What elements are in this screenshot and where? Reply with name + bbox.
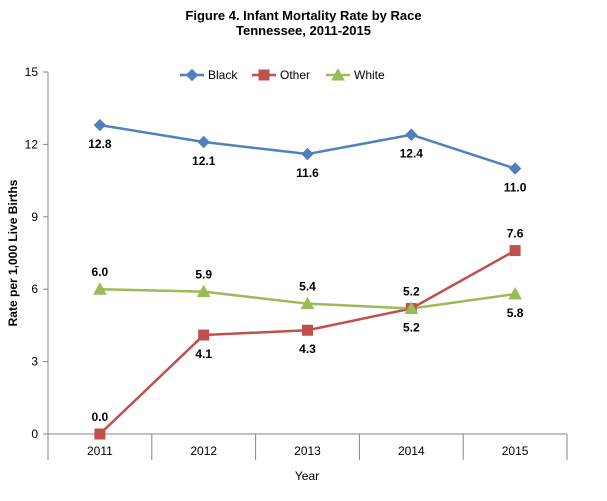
- series-line-black: [99, 123, 516, 170]
- data-label-white: 5.8: [507, 306, 524, 320]
- legend-label-white: White: [354, 68, 385, 82]
- marker-white: [300, 296, 315, 310]
- marker-black: [197, 135, 210, 149]
- marker-other: [198, 329, 210, 341]
- y-tick-label: 6: [31, 282, 38, 296]
- data-label-white: 5.9: [195, 268, 212, 282]
- data-label-black: 12.8: [88, 137, 112, 151]
- marker-white: [93, 282, 107, 295]
- x-tick-label: 2014: [398, 444, 425, 458]
- y-tick-label: 15: [25, 65, 39, 79]
- legend-label-other: Other: [280, 68, 310, 82]
- marker-black: [405, 128, 418, 141]
- marker-other: [302, 324, 313, 336]
- marker-black: [508, 162, 522, 175]
- legend-marker-other: [258, 69, 270, 81]
- data-label-other: 5.2: [403, 285, 420, 299]
- data-label-white: 5.4: [299, 280, 316, 294]
- chart-title: Figure 4. Infant Mortality Rate by Race: [185, 8, 422, 23]
- marker-white: [508, 286, 522, 300]
- data-label-other: 0.0: [92, 410, 109, 424]
- y-tick-label: 0: [31, 427, 38, 441]
- y-tick-label: 12: [25, 137, 39, 151]
- data-label-white: 6.0: [92, 265, 109, 279]
- data-label-black: 12.1: [192, 154, 216, 168]
- marker-other: [94, 428, 106, 440]
- chart-subtitle: Tennessee, 2011-2015: [236, 23, 371, 38]
- data-label-other: 7.6: [507, 227, 524, 241]
- marker-white: [404, 301, 419, 315]
- legend-marker-white: [331, 67, 345, 81]
- marker-black: [93, 118, 107, 132]
- legend-label-black: Black: [208, 68, 238, 82]
- x-tick-label: 2011: [87, 444, 113, 458]
- x-tick-label: 2012: [190, 444, 217, 458]
- y-axis-title: Rate per 1,000 Live Births: [6, 179, 20, 326]
- x-axis-title: Year: [295, 469, 319, 483]
- x-tick-label: 2015: [502, 444, 529, 458]
- data-label-black: 11.6: [296, 166, 319, 180]
- data-label-black: 12.4: [400, 147, 424, 161]
- marker-black: [301, 147, 314, 161]
- data-label-black: 11.0: [504, 181, 527, 195]
- legend-marker-black: [185, 68, 199, 82]
- marker-white: [196, 284, 211, 298]
- data-label-white: 5.2: [403, 321, 420, 335]
- data-label-other: 4.3: [299, 342, 316, 356]
- marker-other: [509, 245, 521, 257]
- y-tick-label: 9: [31, 210, 38, 224]
- data-label-other: 4.1: [195, 347, 212, 361]
- y-tick-label: 3: [31, 355, 38, 369]
- x-tick-label: 2013: [294, 444, 321, 458]
